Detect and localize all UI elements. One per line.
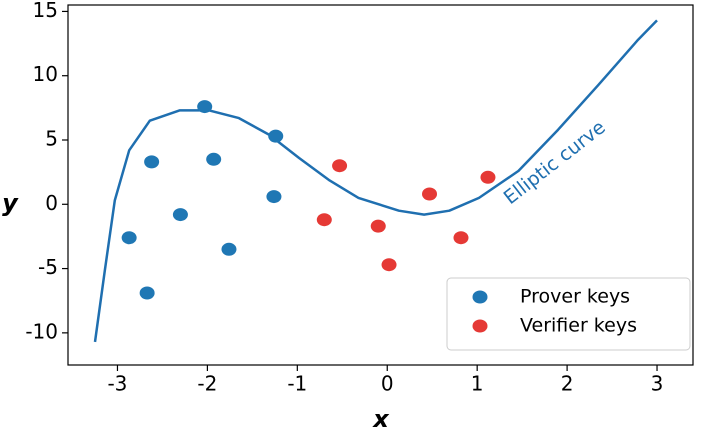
curve-annotation: Elliptic curve [500,116,610,209]
y-tick-label: -10 [25,319,58,343]
point [268,129,284,143]
legend-box [446,277,691,351]
x-tick-label: -1 [287,372,307,396]
y-tick-label: 15 [33,0,58,22]
legend-marker [472,290,488,304]
point [266,190,282,204]
x-tick-label: 2 [561,372,574,396]
point [422,187,438,201]
legend-marker [472,319,488,333]
plot-frame [67,4,694,366]
point [453,231,469,245]
legend-label: Verifier keys [520,315,637,337]
x-axis-label: x [372,405,390,433]
point [480,170,496,184]
legend-label: Prover keys [520,286,630,308]
point [206,152,222,166]
curve [93,19,658,343]
point [370,219,386,233]
point [197,100,213,114]
x-tick-label: 1 [471,372,484,396]
point [139,286,155,300]
point [221,242,237,256]
x-tick-label: -2 [197,372,217,396]
point [121,231,137,245]
x-tick-label: 0 [381,372,394,396]
point [332,159,348,173]
point [316,213,332,227]
x-tick-label: -3 [107,372,127,396]
point [381,258,397,272]
y-tick-label: 5 [45,127,58,151]
y-tick-label: 10 [33,62,58,86]
point [144,155,160,169]
point [172,208,188,222]
y-axis-label: y [2,189,19,217]
y-tick-label: 0 [45,191,58,215]
x-tick-label: 3 [651,372,664,396]
y-tick-label: -5 [38,255,58,279]
